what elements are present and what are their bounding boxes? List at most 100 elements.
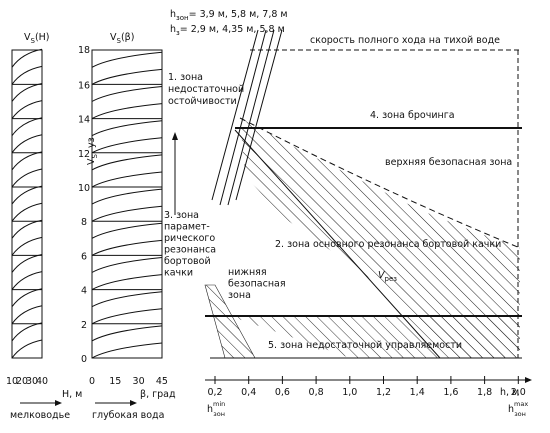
zone-4: 4. зона брочинга — [370, 110, 455, 121]
curve — [91, 239, 163, 256]
y-tick-label: 0 — [81, 354, 87, 365]
curve — [91, 68, 163, 85]
x-axis-label: h, м — [500, 387, 519, 398]
beta-tick-label: 30 — [133, 376, 145, 387]
curve — [91, 222, 163, 239]
y-tick-label: 16 — [78, 80, 90, 91]
curve — [11, 339, 43, 359]
h-tick-label: 30 — [26, 376, 38, 387]
curve — [91, 188, 163, 205]
text-line: безопасная — [228, 279, 286, 290]
h-tick-label: 20 — [16, 376, 28, 387]
curve — [11, 117, 43, 136]
curve — [11, 236, 43, 256]
curve — [11, 83, 43, 102]
y-tick-label: 12 — [78, 149, 90, 160]
text-line: нижняя — [228, 267, 267, 278]
curve — [91, 205, 163, 222]
y-tick-label: 4 — [81, 286, 87, 297]
beta-tick-label: 15 — [109, 376, 121, 387]
curve — [91, 103, 163, 120]
upper-safe: верхняя безопасная зона — [385, 157, 512, 168]
curve — [11, 219, 43, 239]
text-line: зона — [228, 290, 251, 301]
zone-1: 1. зона недостаточной остойчивости — [168, 72, 244, 107]
v-res: Vрез — [378, 270, 397, 283]
text-line: парамет- — [164, 222, 210, 233]
full-speed-label: скорость полного хода на тихой воде — [310, 35, 500, 46]
curve — [91, 86, 163, 102]
curve — [11, 322, 43, 342]
x-tick-label: 0,4 — [241, 387, 256, 398]
curve — [91, 171, 163, 188]
beta-axis-label: β, град — [140, 389, 176, 400]
x-tick-label: 0,6 — [275, 387, 290, 398]
y-tick-label: 6 — [81, 251, 87, 262]
text-line: 1. зона — [168, 72, 203, 83]
x-tick-label: 2,0 — [511, 387, 526, 398]
curve — [11, 65, 43, 85]
beta-tick-label: 45 — [156, 376, 168, 387]
curve — [91, 154, 163, 171]
curve — [11, 100, 43, 119]
x-tick-label: 1,4 — [410, 387, 425, 398]
text-line: остойчивости — [168, 96, 237, 107]
zone-2: 2. зона основного резонанса бортовой кач… — [275, 239, 501, 250]
zone-5: 5. зона недостаточной управляемости — [268, 340, 462, 351]
y-tick-label: 14 — [78, 115, 90, 126]
x-tick-label: 1,8 — [477, 387, 492, 398]
h-max: hmax зон — [508, 400, 528, 418]
h-tick-label: 40 — [36, 376, 48, 387]
mid-title: VS(β) — [110, 32, 134, 45]
curve — [91, 51, 163, 68]
zone-3: 3. зона парамет-рического резонанса бортово… — [164, 210, 216, 279]
curve — [91, 308, 163, 325]
curves — [11, 48, 163, 359]
text-line: бортовой — [164, 256, 211, 267]
h-tick-label: 10 — [6, 376, 18, 387]
x-tick-label: 0,2 — [207, 387, 222, 398]
y-tick-label: 10 — [78, 183, 90, 194]
beta-tick-label: 0 — [89, 376, 95, 387]
curve — [91, 291, 163, 308]
x-tick-label: 1,6 — [443, 387, 458, 398]
curve — [11, 288, 43, 307]
beta-axis-caption: глубокая вода — [92, 410, 164, 421]
x-tick-label: 1,0 — [342, 387, 357, 398]
curve — [11, 151, 43, 171]
curve — [91, 257, 163, 273]
curve — [11, 134, 43, 154]
h-axis-label: H, м — [62, 389, 82, 400]
curve — [11, 271, 43, 290]
lower-safe: нижняя безопасная зона — [228, 267, 286, 301]
curve — [91, 342, 163, 359]
text-line: резонанса — [164, 245, 216, 256]
main-graph — [20, 29, 532, 406]
curve — [91, 137, 163, 154]
text-line: 3. зона — [164, 210, 199, 221]
h-header-1: hзон= 3,9 м, 5,8 м, 7,8 м — [170, 9, 288, 22]
curve — [11, 185, 43, 205]
labels: VS(H) VS(β) 18 VS, уз H, м мелководье β,… — [10, 9, 528, 421]
curve — [11, 305, 43, 325]
text-line: рического — [164, 233, 215, 244]
curve — [11, 48, 43, 68]
h-header-2: hз= 2,9 м, 4,35 м, 5,8 м — [170, 24, 285, 37]
x-tick-label: 1,2 — [376, 387, 391, 398]
y-tick-label: 2 — [81, 320, 87, 331]
curve — [91, 325, 163, 342]
curve — [91, 274, 163, 291]
y-tick-label: 8 — [81, 217, 87, 228]
left-title: VS(H) — [24, 32, 50, 45]
x-tick-label: 0,8 — [309, 387, 324, 398]
curve — [11, 254, 43, 273]
h-min: hmin зон — [207, 400, 225, 418]
y-axis-label: VS, уз — [86, 137, 99, 165]
text-line: недостаточной — [168, 84, 244, 95]
y-top-tick: 18 — [78, 45, 90, 56]
curve — [11, 202, 43, 222]
text-line: качки — [164, 268, 193, 279]
h-axis-caption: мелководье — [10, 410, 70, 421]
curve — [91, 120, 163, 137]
